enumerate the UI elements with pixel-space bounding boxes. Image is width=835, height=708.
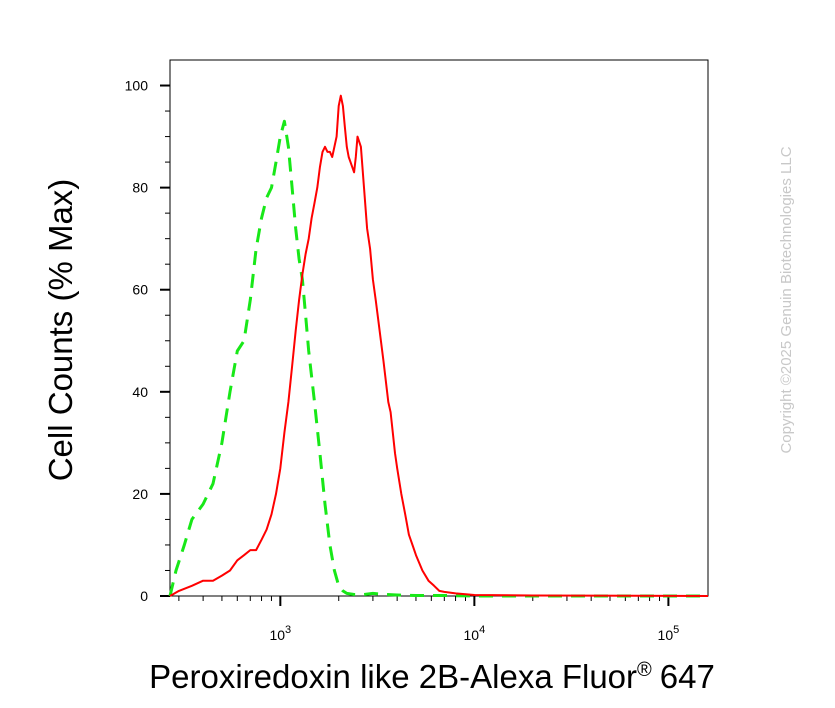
x-tick-label-exponent: 4 [479, 624, 485, 636]
y-axis-ticks: 0 20 40 60 80 100 [125, 78, 170, 604]
y-tick-label: 100 [125, 78, 149, 94]
x-tick-label-base: 10 [658, 627, 674, 643]
copyright-watermark: Copyright ©2025 Genuin Biotechnologies L… [778, 146, 795, 453]
histogram-series-1 [168, 119, 708, 598]
x-tick-label-base: 10 [269, 627, 285, 643]
series-layer [168, 94, 709, 598]
y-tick-label: 40 [132, 384, 148, 400]
x-tick-label-base: 10 [464, 627, 480, 643]
x-tick-label-exponent: 3 [285, 624, 291, 636]
x-axis-title-main: Peroxiredoxin like 2B-Alexa Fluor [149, 658, 637, 695]
y-tick-label: 0 [140, 588, 148, 604]
x-tick-label: 104 [464, 624, 486, 643]
plot-frame [169, 59, 709, 597]
x-axis-title-suffix: 647 [660, 658, 715, 695]
y-axis-title: Cell Counts (% Max) [42, 179, 79, 482]
x-tick-label-exponent: 5 [673, 624, 679, 636]
y-tick-label: 20 [132, 486, 148, 502]
x-axis-ticks: 103 104 105 [178, 596, 680, 643]
histogram-series-2 [169, 94, 709, 597]
y-tick-label: 60 [132, 282, 148, 298]
x-axis-title-registered-mark: ® [637, 659, 652, 681]
y-tick-label: 80 [132, 180, 148, 196]
x-tick-label: 105 [658, 624, 680, 643]
x-tick-label: 103 [269, 624, 291, 643]
x-axis-title: Peroxiredoxin like 2B-Alexa Fluor® 647 [149, 658, 715, 695]
